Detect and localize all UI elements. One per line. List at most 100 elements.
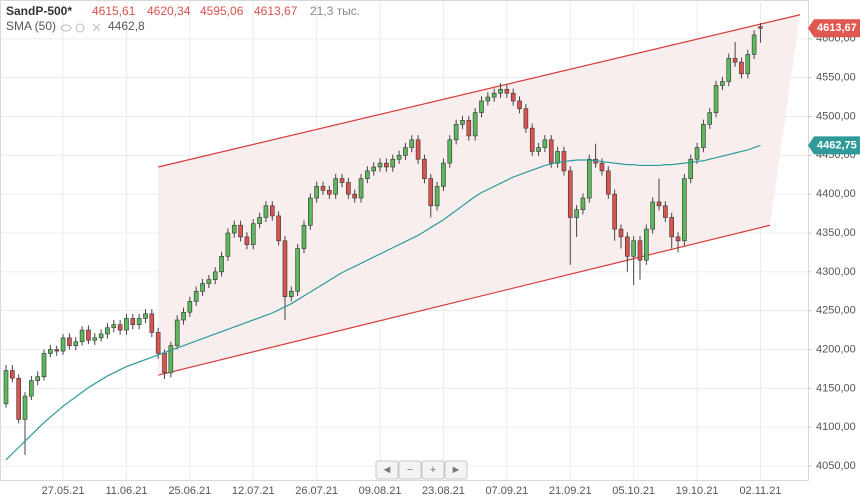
zoom-in[interactable] [421, 460, 445, 480]
channel-fill [158, 14, 800, 376]
candle-body [460, 120, 465, 125]
navigation: ◄ − + ► [375, 460, 468, 480]
candle-body [675, 236, 681, 242]
price-tag [808, 136, 860, 155]
candle-body [3, 370, 9, 405]
low-label: 4595,06 [200, 4, 244, 18]
zoom-in-icon: + [430, 464, 436, 476]
candle-body [542, 139, 548, 148]
candle-body [327, 189, 332, 195]
candle-body [580, 197, 586, 211]
candle-body [745, 54, 751, 75]
candle-body [257, 217, 262, 224]
candle-body [320, 186, 326, 191]
candle-body [244, 236, 250, 245]
candle-body [485, 96, 491, 102]
candle-body [67, 337, 72, 346]
candle-body [149, 313, 155, 333]
candle-body [637, 240, 643, 261]
candle-body [48, 349, 53, 354]
candle-body [263, 205, 269, 218]
candle-body [396, 155, 402, 160]
candle-body [688, 158, 694, 179]
candle-body [498, 89, 503, 94]
candle-body [365, 170, 370, 179]
scroll-left[interactable] [375, 460, 399, 480]
candle-body [187, 301, 193, 313]
y-tick-label: 4550,00 [816, 72, 856, 84]
candle-body [644, 228, 649, 261]
candle-body [713, 85, 719, 113]
candle-body [536, 147, 541, 152]
y-tick-label: 4250,00 [816, 305, 856, 317]
indicator-name: SMA (50) [6, 19, 56, 33]
visibility-icon[interactable] [60, 24, 72, 32]
x-tick-label: 21.09.21 [549, 485, 592, 497]
x-tick-label: 26.07.21 [295, 485, 338, 497]
candle-body [574, 209, 579, 218]
candle-body [41, 353, 47, 377]
candle-body [16, 377, 21, 420]
candle-body [529, 127, 535, 152]
candle-body [339, 178, 345, 183]
price-tag [808, 19, 860, 38]
candle-body [29, 380, 34, 397]
candle-body [86, 329, 91, 341]
x-tick-label: 23.08.21 [422, 485, 465, 497]
candle-body [491, 92, 497, 98]
x-tick-label: 11.06.21 [105, 485, 147, 497]
candle-body [682, 178, 687, 242]
candle-body [231, 224, 237, 234]
candle-body [377, 162, 383, 168]
candle-body [631, 240, 636, 257]
candle-body [701, 123, 706, 148]
candle-body [694, 147, 700, 160]
candle-body [225, 232, 231, 257]
candle-body [206, 279, 212, 284]
candle-body [479, 100, 484, 113]
x-tick-label: 19.10.21 [676, 485, 719, 497]
candle-body [472, 112, 478, 137]
candle-body [447, 139, 453, 164]
candle-body [73, 341, 79, 346]
y-tick-label: 4350,00 [816, 227, 856, 239]
candle-body [181, 311, 186, 321]
candle-body [663, 205, 668, 218]
candle-body [98, 333, 104, 339]
candle-body [295, 248, 300, 292]
candle-body [403, 147, 408, 156]
y-tick-label: 4500,00 [816, 110, 856, 122]
candle-body [758, 26, 763, 29]
y-tick-label: 4150,00 [816, 382, 856, 394]
candle-body [720, 81, 725, 86]
candle-body [650, 201, 655, 230]
candle-body [92, 337, 98, 341]
candle-body [136, 318, 142, 325]
sma-line [5, 144, 761, 461]
indicator-icons [60, 23, 101, 33]
candle-body [548, 139, 554, 164]
candle-body [352, 193, 358, 199]
candle-body [739, 61, 744, 75]
remove-icon[interactable] [92, 23, 101, 32]
scroll-right[interactable] [444, 460, 468, 480]
candle-body [22, 395, 28, 420]
candle-body [434, 186, 440, 207]
candle-body [308, 197, 313, 226]
candle-body [124, 318, 129, 331]
y-tick-label: 4300,00 [816, 266, 856, 278]
x-tick-label: 02.11.21 [739, 485, 781, 497]
candle-body [10, 370, 15, 379]
candle-body [441, 162, 446, 187]
channel-lower [158, 224, 771, 376]
candle-body [333, 178, 338, 195]
close-label: 4613,67 [254, 4, 298, 18]
x-tick-label: 27.05.21 [42, 485, 85, 497]
y-tick-label: 4050,00 [816, 460, 856, 472]
candle-body [612, 193, 617, 230]
settings-icon[interactable] [75, 23, 85, 33]
zoom-out[interactable] [398, 460, 422, 480]
candle-body [358, 178, 364, 199]
candle-body [282, 240, 288, 297]
